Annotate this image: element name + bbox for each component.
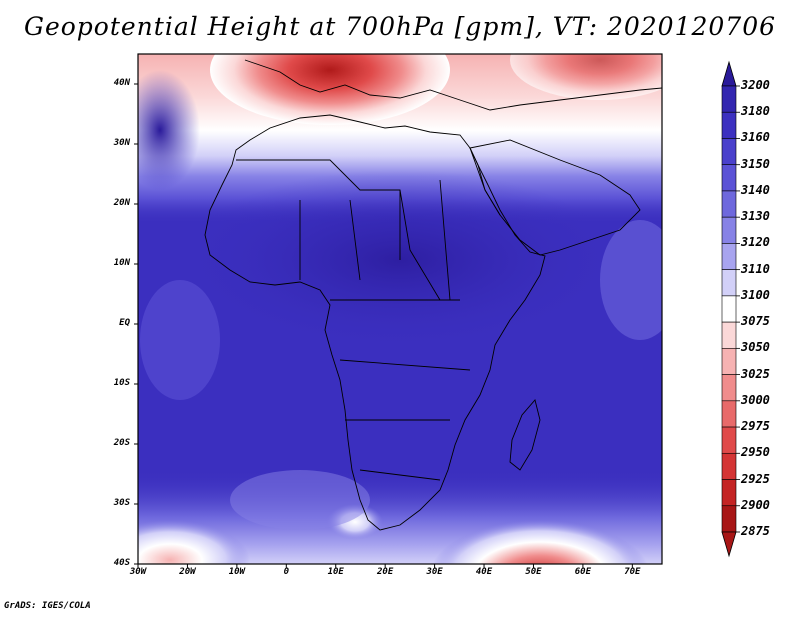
- lat-tick-label: 20S: [113, 438, 130, 448]
- lon-tick-label: 30W: [129, 567, 147, 577]
- colorbar-swatch: [721, 505, 737, 533]
- colorbar-swatch: [721, 111, 737, 139]
- colorbar-bottom-arrow: [721, 531, 737, 558]
- colorbar-swatch: [721, 452, 737, 480]
- map-plot-area: [138, 54, 662, 564]
- field-sw-light: [230, 470, 370, 530]
- colorbar-level-label: 3100: [741, 287, 770, 302]
- lon-tick-label: 70E: [624, 567, 641, 577]
- colorbar-level-label: 3075: [741, 314, 770, 329]
- lat-tick-label: 10S: [113, 378, 130, 388]
- lat-tick-label: 20N: [113, 198, 130, 208]
- colorbar-level-label: 3140: [741, 182, 770, 197]
- borders-1: [236, 159, 441, 301]
- map-title: Geopotential Height at 700hPa [gpm], VT:…: [23, 12, 777, 41]
- colorbar: [721, 60, 740, 558]
- colorbar-swatch: [721, 348, 737, 375]
- colorbar-level-label: 3000: [741, 392, 770, 407]
- field-atlantic-light: [140, 280, 220, 400]
- colorbar-swatch: [721, 295, 737, 323]
- colorbar-top-arrow: [721, 60, 737, 87]
- lat-tick-label: 30S: [113, 498, 130, 508]
- colorbar-level-label: 2925: [741, 471, 770, 486]
- coastlines: [204, 59, 662, 531]
- lon-tick-label: 0: [283, 567, 289, 577]
- field-sw-trough: [138, 520, 250, 564]
- colorbar-level-label: 3180: [741, 104, 770, 119]
- colorbar-level-label: 3150: [741, 156, 770, 171]
- field-atlantic-high: [138, 70, 200, 190]
- lat-tick-label: 10N: [113, 258, 130, 268]
- lon-tick-label: 10E: [327, 567, 344, 577]
- lon-tick-label: 20E: [377, 567, 394, 577]
- field-indian-ocean-light: [600, 220, 662, 340]
- lon-tick-label: 20W: [179, 567, 196, 577]
- europe-coast: [244, 59, 662, 111]
- lat-tick-label: 40N: [113, 78, 130, 88]
- africa-coastline: [204, 114, 546, 531]
- lon-tick-label: 30E: [426, 567, 443, 577]
- colorbar-swatch: [721, 426, 737, 454]
- colorbar-swatch: [721, 400, 737, 428]
- colorbar-level-label: 3160: [741, 130, 770, 145]
- lat-tick-label: 40S: [113, 558, 130, 568]
- lon-tick-label: 40E: [475, 567, 493, 577]
- lon-tick-label: 10W: [228, 567, 245, 577]
- map-frame: [137, 53, 663, 565]
- colorbar-swatch: [721, 321, 737, 349]
- colorbar-swatch: [721, 374, 737, 402]
- colorbar-level-label: 3025: [741, 366, 770, 381]
- colorbar-swatch: [721, 190, 737, 218]
- colorbar-level-label: 3120: [741, 235, 770, 250]
- colorbar-swatch: [721, 138, 737, 166]
- madagascar: [509, 399, 541, 471]
- field-mediterranean-low: [210, 54, 450, 125]
- borders-2: [299, 179, 471, 481]
- colorbar-swatch: [721, 479, 737, 507]
- colorbar-level-label: 2875: [741, 524, 770, 538]
- colorbar-swatch: [721, 164, 737, 192]
- lon-ticks: [137, 564, 633, 568]
- colorbar-swatch: [721, 243, 737, 270]
- colorbar-swatch: [721, 216, 737, 244]
- colorbar-level-label: 2975: [741, 419, 770, 434]
- lat-ticks: [134, 83, 138, 565]
- colorbar-swatch: [721, 269, 737, 297]
- colorbar-level-label: 2950: [741, 445, 770, 460]
- credit-text: GrADS: IGES/COLA: [4, 601, 91, 611]
- colorbar-level-label: 3200: [741, 78, 770, 92]
- colorbar-level-label: 3110: [741, 261, 770, 276]
- lat-tick-label: EQ: [119, 318, 130, 328]
- colorbar-level-label: 3130: [741, 209, 770, 224]
- lon-tick-label: 60E: [574, 567, 592, 577]
- field-east-ridge: [510, 54, 662, 100]
- colorbar-level-label: 2900: [741, 497, 770, 512]
- field-se-low: [432, 520, 648, 564]
- lon-tick-label: 50E: [525, 567, 542, 577]
- red-sea: [469, 147, 501, 216]
- lat-tick-label: 30N: [113, 138, 130, 148]
- colorbar-swatch: [721, 85, 737, 113]
- colorbar-level-label: 3050: [741, 340, 770, 355]
